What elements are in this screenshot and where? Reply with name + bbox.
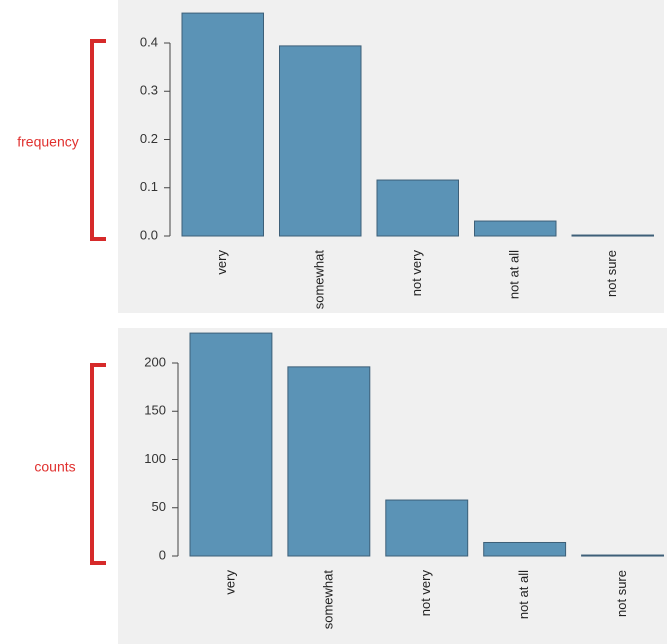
bracket <box>90 363 106 565</box>
x-tick-label: very <box>222 570 237 595</box>
bar <box>287 366 371 557</box>
bar <box>189 332 273 557</box>
annotation: counts <box>34 459 75 475</box>
x-tick-label: not very <box>409 250 424 297</box>
bar <box>571 234 654 237</box>
y-tick-label: 0.3 <box>140 83 158 98</box>
bar <box>474 220 557 237</box>
x-tick-label: not at all <box>507 250 522 299</box>
y-tick-label: 0.2 <box>140 131 158 146</box>
x-tick-label: somewhat <box>312 250 327 310</box>
bar <box>581 554 664 557</box>
x-tick-label: not at all <box>516 570 531 619</box>
bar <box>376 179 459 237</box>
bar <box>279 45 362 237</box>
bar <box>385 499 469 557</box>
y-tick-label: 0 <box>159 547 166 562</box>
annotation: frequency <box>17 134 78 150</box>
x-tick-label: somewhat <box>320 570 335 630</box>
bar <box>483 541 567 557</box>
y-tick-label: 0.4 <box>140 34 158 49</box>
x-tick-label: not very <box>418 570 433 617</box>
y-tick-label: 0.0 <box>140 227 158 242</box>
y-tick-label: 200 <box>144 354 166 369</box>
y-tick-label: 100 <box>144 451 166 466</box>
x-tick-label: not sure <box>614 570 629 617</box>
y-tick-label: 50 <box>152 499 166 514</box>
x-tick-label: not sure <box>604 250 619 297</box>
x-tick-label: very <box>214 250 229 275</box>
bar <box>181 12 264 237</box>
bracket <box>90 39 106 241</box>
y-tick-label: 0.1 <box>140 179 158 194</box>
y-tick-label: 150 <box>144 403 166 418</box>
